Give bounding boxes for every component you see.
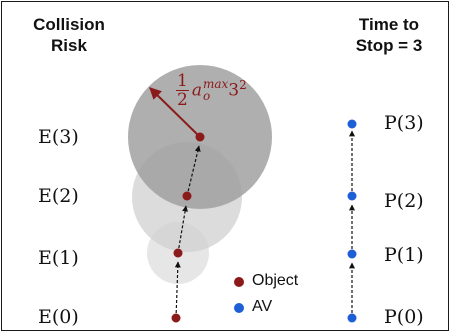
- radius-formula: 1 2 a max o 32: [176, 73, 247, 109]
- radius-arrow: [149, 87, 201, 138]
- time-to-stop-header: Time to Stop = 3: [344, 14, 434, 56]
- legend-av-label: AV: [252, 298, 273, 315]
- formula-superscript: max: [202, 76, 229, 91]
- diagram-frame: [1, 1, 449, 331]
- object-path-arrow-2: [186, 145, 201, 197]
- object-point-0: [171, 313, 181, 323]
- legend-object-label: Object: [252, 272, 299, 289]
- object-point-3: [195, 132, 205, 142]
- av-label-1: P(1): [384, 244, 424, 266]
- object-point-2: [182, 191, 192, 201]
- av-point-0: [347, 313, 357, 323]
- time-to-stop-header-line1: Time to: [358, 15, 420, 34]
- legend-object-marker: [234, 277, 244, 287]
- formula-denominator: 2: [177, 90, 188, 110]
- collision-risk-header: Collision Risk: [22, 14, 116, 56]
- time-to-stop-header-line2: Stop = 3: [355, 36, 423, 55]
- object-label-0: E(0): [38, 306, 79, 328]
- object-point-1: [173, 248, 183, 258]
- formula-tail: 3: [228, 81, 240, 102]
- collision-risk-header-line1: Collision: [33, 15, 105, 34]
- av-point-2: [347, 191, 357, 201]
- av-point-3: [347, 119, 357, 129]
- formula-numerator: 1: [176, 71, 189, 91]
- object-label-1: E(1): [38, 247, 79, 269]
- object-label-2: E(2): [38, 185, 79, 207]
- formula-subscript: o: [202, 88, 211, 103]
- object-label-3: E(3): [38, 126, 79, 148]
- object-path-arrow-1: [177, 205, 189, 254]
- av-label-3: P(3): [384, 112, 424, 134]
- legend-av-marker: [234, 303, 244, 313]
- formula-base: a: [191, 81, 202, 102]
- object-path-arrow-0: [174, 261, 181, 319]
- av-label-0: P(0): [384, 306, 424, 328]
- av-label-2: P(2): [384, 190, 424, 212]
- av-point-1: [347, 249, 357, 259]
- collision-risk-header-line2: Risk: [51, 36, 87, 55]
- formula-tail-exponent: 2: [239, 78, 247, 93]
